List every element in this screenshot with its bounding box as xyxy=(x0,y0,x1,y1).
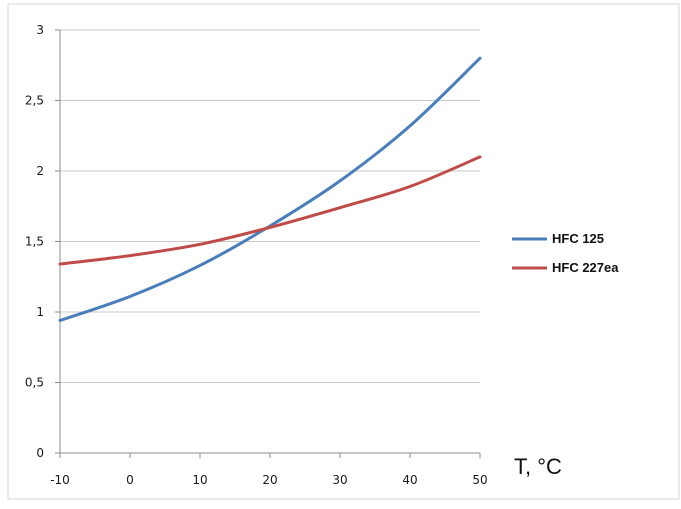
y-tick-label: 0 xyxy=(36,446,44,460)
series-lines xyxy=(58,56,482,322)
x-tick-label: 20 xyxy=(262,473,277,487)
x-tick-label: 40 xyxy=(402,473,417,487)
x-tick-label: 0 xyxy=(126,473,134,487)
legend-box xyxy=(500,218,660,298)
y-tick-label: 2 xyxy=(36,164,44,178)
grid-lines xyxy=(60,29,480,383)
y-tick-label: 2,5 xyxy=(25,94,44,108)
y-tick-label: 1 xyxy=(36,305,44,319)
series-line-hfc-227ea xyxy=(58,155,482,266)
series-line-hfc-125 xyxy=(58,56,482,322)
y-tick-label: 0,5 xyxy=(25,376,44,390)
x-axis-ticks: -10 0 10 20 30 40 50 xyxy=(50,473,487,487)
y-tick-label: 1,5 xyxy=(25,235,44,249)
legend-label-hfc-125: HFC 125 xyxy=(552,231,604,246)
y-tick-label: 3 xyxy=(36,23,44,37)
x-axis-label: T, °C xyxy=(514,454,562,479)
axes xyxy=(55,29,481,458)
x-tick-label: 30 xyxy=(332,473,347,487)
x-tick-label: 10 xyxy=(192,473,207,487)
y-axis-ticks: 0 0,5 1 1,5 2 2,5 3 xyxy=(25,23,44,460)
legend-label-hfc-227ea: HFC 227ea xyxy=(552,260,619,275)
legend: HFC 125 HFC 227ea xyxy=(500,218,660,298)
x-tick-label: -10 xyxy=(50,473,70,487)
chart-border xyxy=(7,3,680,500)
x-tick-label: 50 xyxy=(472,473,487,487)
